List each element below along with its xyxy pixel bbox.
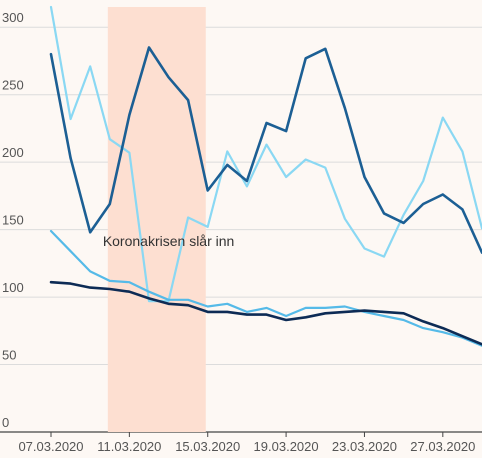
series-lines xyxy=(49,5,482,347)
x-tick-label: 19.03.2020 xyxy=(254,439,319,454)
x-tick-label: 11.03.2020 xyxy=(97,439,161,454)
y-tick-label: 150 xyxy=(2,213,24,228)
y-tick-label: 0 xyxy=(2,415,9,430)
x-tick-label: 15.03.2020 xyxy=(175,439,240,454)
y-tick-label: 200 xyxy=(2,145,24,160)
y-tick-label: 50 xyxy=(2,348,16,363)
grid-lines xyxy=(0,26,482,433)
x-tick-label: 27.03.2020 xyxy=(410,439,475,454)
x-tick-label: 23.03.2020 xyxy=(332,439,397,454)
series-line-2 xyxy=(49,46,482,254)
x-tick-label: 07.03.2020 xyxy=(18,439,83,454)
annotation-label: Koronakrisen slår inn xyxy=(103,233,235,249)
y-tick-label: 250 xyxy=(2,78,24,93)
series-line-4 xyxy=(49,280,482,346)
annotation-labels: Koronakrisen slår inn xyxy=(103,233,235,249)
y-tick-label: 100 xyxy=(2,280,24,295)
x-axis-ticks: 07.03.2020 11.03.2020 15.03.2020 19.03.2020… xyxy=(18,432,475,454)
y-axis-ticks: 0 50 100 150 200 250 300 xyxy=(2,10,24,430)
annotation-band xyxy=(107,7,206,432)
series-line-3 xyxy=(49,229,482,347)
annotation-bands xyxy=(107,7,206,432)
y-tick-label: 300 xyxy=(2,10,24,25)
